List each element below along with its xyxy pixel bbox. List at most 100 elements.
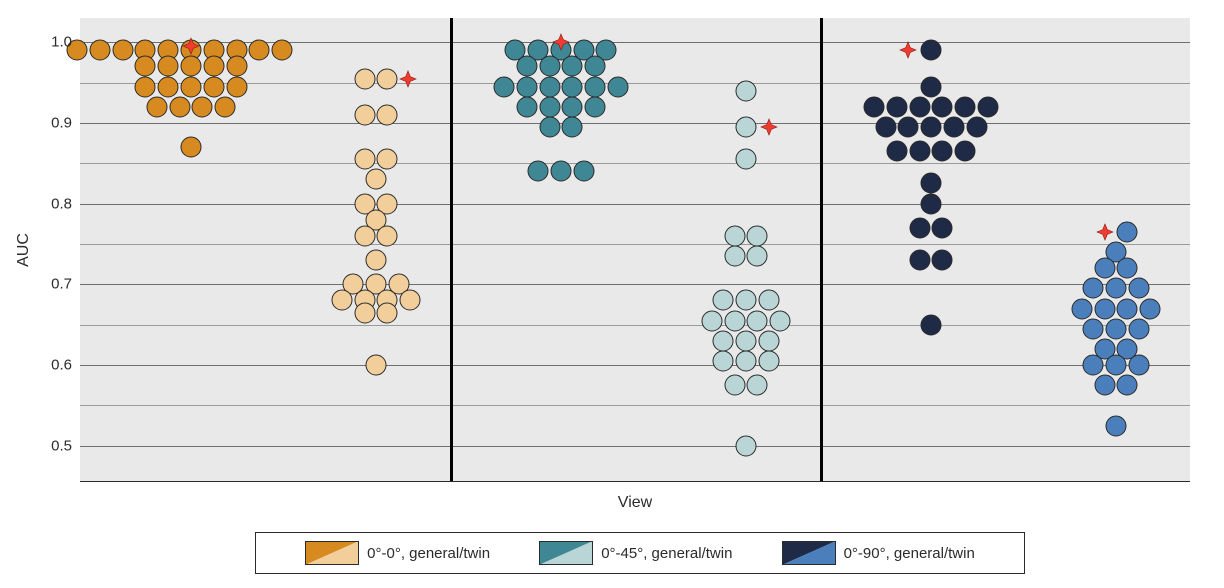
data-point [377, 104, 398, 125]
data-point [736, 435, 757, 456]
data-point [932, 250, 953, 271]
data-point [770, 310, 791, 331]
x-axis-label: View [618, 494, 652, 512]
y-tick-label: 0.8 [38, 195, 72, 212]
data-point [758, 330, 779, 351]
data-point [1094, 298, 1115, 319]
data-point [550, 161, 571, 182]
data-point [909, 217, 930, 238]
data-point [864, 96, 885, 117]
gridline-minor [80, 244, 1190, 245]
data-point [898, 116, 919, 137]
data-point [1117, 298, 1138, 319]
data-point [1117, 221, 1138, 242]
data-point [1071, 298, 1092, 319]
data-point [713, 350, 734, 371]
data-point [736, 80, 757, 101]
gridline-minor [80, 325, 1190, 326]
data-point [272, 40, 293, 61]
legend-swatch [305, 541, 359, 565]
gridline [80, 446, 1190, 447]
gridline [80, 365, 1190, 366]
data-point [158, 76, 179, 97]
data-point [192, 96, 213, 117]
data-point [1083, 278, 1104, 299]
data-point [1083, 354, 1104, 375]
data-point [89, 40, 110, 61]
data-point [181, 76, 202, 97]
panel-separator [820, 18, 823, 481]
gridline [80, 204, 1190, 205]
gridline-minor [80, 163, 1190, 164]
data-point [366, 354, 387, 375]
data-point [747, 225, 768, 246]
data-point [701, 310, 722, 331]
data-point [921, 76, 942, 97]
data-point [747, 246, 768, 267]
data-point [516, 76, 537, 97]
data-point [585, 56, 606, 77]
y-axis-label: AUC [15, 233, 33, 267]
data-point [562, 116, 583, 137]
data-point [955, 96, 976, 117]
data-point [724, 225, 745, 246]
data-point [747, 310, 768, 331]
data-point [377, 68, 398, 89]
data-point [921, 116, 942, 137]
data-point [736, 350, 757, 371]
data-point [724, 246, 745, 267]
data-point [354, 68, 375, 89]
legend-label: 0°-90°, general/twin [844, 545, 975, 562]
data-point [400, 290, 421, 311]
data-point [539, 76, 560, 97]
legend-swatch [539, 541, 593, 565]
y-tick-label: 0.6 [38, 356, 72, 373]
data-point [377, 225, 398, 246]
data-point [943, 116, 964, 137]
data-point [713, 330, 734, 351]
data-point [562, 56, 583, 77]
data-point [516, 56, 537, 77]
data-point [909, 250, 930, 271]
data-point [331, 290, 352, 311]
data-point [112, 40, 133, 61]
data-point [921, 193, 942, 214]
data-point [354, 302, 375, 323]
y-tick-label: 1.0 [38, 34, 72, 51]
data-point [966, 116, 987, 137]
data-point [573, 161, 594, 182]
data-point [203, 76, 224, 97]
data-point [1117, 258, 1138, 279]
data-point [528, 161, 549, 182]
data-point [1128, 318, 1149, 339]
data-point [181, 137, 202, 158]
legend-label: 0°-45°, general/twin [601, 545, 732, 562]
gridline [80, 284, 1190, 285]
data-point [736, 330, 757, 351]
data-point [758, 350, 779, 371]
data-point [539, 96, 560, 117]
highlight-marker [760, 118, 778, 136]
data-point [539, 56, 560, 77]
legend-label: 0°-0°, general/twin [367, 545, 490, 562]
figure: AUC View 0°-0°, general/twin 0°-45°, gene… [0, 0, 1224, 588]
data-point [354, 149, 375, 170]
panel-separator [450, 18, 453, 481]
data-point [1128, 278, 1149, 299]
data-point [724, 375, 745, 396]
gridline-minor [80, 405, 1190, 406]
data-point [1140, 298, 1161, 319]
legend-item: 0°-0°, general/twin [305, 541, 490, 565]
legend: 0°-0°, general/twin 0°-45°, general/twin 0… [255, 532, 1025, 574]
data-point [203, 56, 224, 77]
data-point [747, 375, 768, 396]
data-point [1128, 354, 1149, 375]
data-point [226, 76, 247, 97]
data-point [366, 169, 387, 190]
legend-item: 0°-90°, general/twin [782, 541, 975, 565]
y-tick-label: 0.5 [38, 437, 72, 454]
data-point [607, 76, 628, 97]
data-point [377, 302, 398, 323]
data-point [354, 225, 375, 246]
data-point [1094, 258, 1115, 279]
